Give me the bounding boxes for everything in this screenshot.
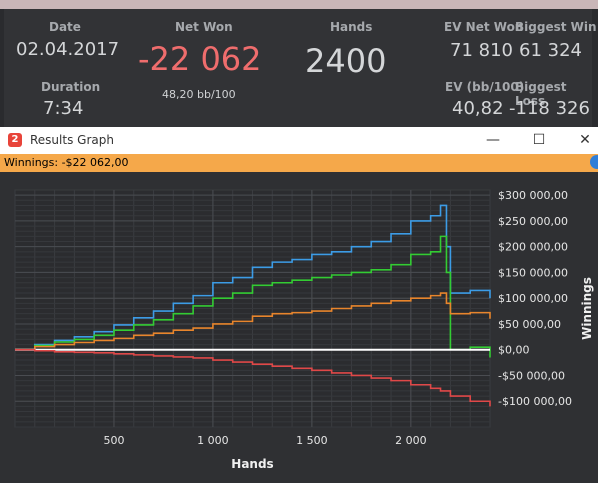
hands-label: Hands [330,20,373,34]
series-line [15,348,491,407]
x-tick-label: 1 500 [296,434,328,447]
stats-frame [4,9,592,127]
net-won-value: -22 062 [138,40,262,78]
winnings-bar: Winnings: -$22 062,00 [0,154,598,172]
top-strip [0,0,598,9]
hands-value: 2400 [305,42,387,80]
biggest-loss-label: Biggest Loss [515,80,567,108]
biggest-win-value: 61 324 [519,40,582,61]
winnings-text: Winnings: -$22 062,00 [4,156,129,169]
y-tick-label: $300 000,00 [498,189,568,202]
results-graph-window: 2 Results Graph — ☐ ✕ Winnings: -$22 062… [0,127,598,479]
y-tick-label: $150 000,00 [498,266,568,279]
y-tick-label: $100 000,00 [498,292,568,305]
series-line [15,235,491,358]
y-tick-label: $250 000,00 [498,215,568,228]
stats-panel: Date 02.04.2017 Duration 7:34 Net Won -2… [0,0,598,127]
x-tick-label: 500 [103,434,124,447]
net-won-label: Net Won [175,20,233,34]
y-tick-label: -$50 000,00 [498,369,565,382]
close-button[interactable]: ✕ [579,132,591,148]
date-label: Date [49,20,81,34]
help-icon[interactable] [590,155,598,169]
duration-value: 7:34 [43,98,84,119]
window-title: Results Graph [30,133,114,147]
ev-bb100-label: EV (bb/100) [445,80,525,94]
ev-bb100-value: 40,82 [452,98,504,119]
x-axis-label: Hands [231,457,273,471]
biggest-loss-value: -118 326 [509,98,590,119]
series-line [15,292,491,351]
y-tick-label: $50 000,00 [498,318,561,331]
y-tick-label: $0,00 [498,344,530,357]
window-titlebar[interactable]: 2 Results Graph — ☐ ✕ [0,127,598,154]
x-tick-label: 1 000 [197,434,229,447]
y-axis-label: Winnings [580,277,594,340]
bb100-value: 48,20 bb/100 [162,88,236,101]
app-icon: 2 [8,133,22,147]
y-tick-label: -$100 000,00 [498,395,572,408]
ev-net-won-label: EV Net Won [444,20,524,34]
ev-net-won-value: 71 810 [450,40,513,61]
maximize-button[interactable]: ☐ [532,132,546,148]
winnings-chart: 500 1 000 1 500 2 000 -$100 000,00 -$50 000,0… [14,189,594,471]
chart-area: 500 1 000 1 500 2 000 -$100 000,00 -$50 000,0… [0,172,598,479]
duration-label: Duration [41,80,101,94]
series-line [15,204,491,351]
minimize-button[interactable]: — [486,132,500,148]
y-tick-label: $200 000,00 [498,241,568,254]
x-tick-label: 2 000 [395,434,427,447]
biggest-win-label: Biggest Win [515,20,597,34]
date-value: 02.04.2017 [16,39,120,60]
